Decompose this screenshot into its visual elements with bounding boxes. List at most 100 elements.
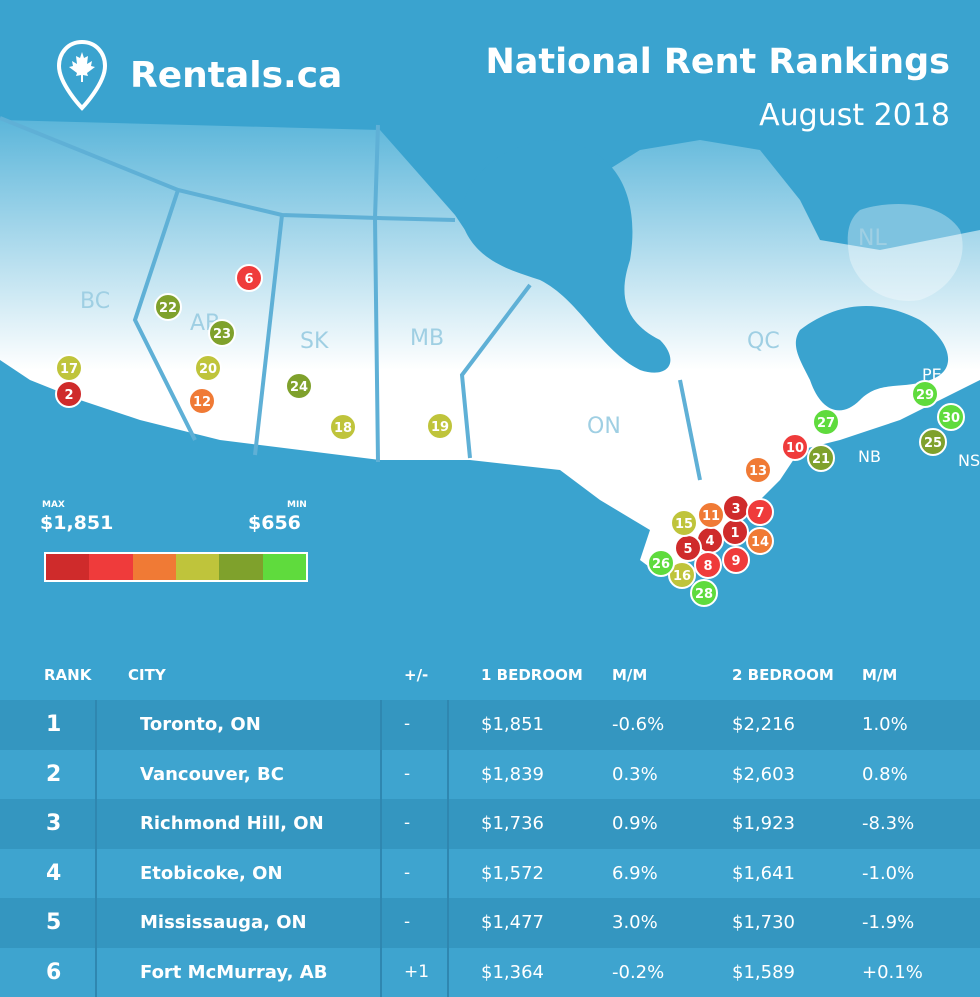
row-divider (380, 849, 382, 899)
marker-label: 16 (673, 569, 691, 584)
city-marker[interactable]: 9 (723, 547, 749, 573)
marker-label: 20 (199, 362, 217, 377)
city-marker[interactable]: 29 (912, 381, 938, 407)
city-marker[interactable]: 20 (195, 355, 221, 381)
city-marker[interactable]: 23 (209, 320, 235, 346)
rank-cell: 3 (46, 811, 61, 836)
marker-label: 26 (652, 557, 670, 572)
city-marker[interactable]: 13 (745, 457, 771, 483)
province-label: NS (958, 451, 980, 470)
canada-map: BC AB SK MB ON QC NL PE NB NS 1 2 3 4 5 … (0, 0, 980, 640)
city-marker[interactable]: 24 (286, 373, 312, 399)
city-marker[interactable]: 25 (920, 429, 946, 455)
marker-label: 6 (244, 272, 253, 287)
city-marker[interactable]: 8 (695, 552, 721, 578)
two-bedroom-cell: $2,216 (732, 714, 795, 735)
row-divider (447, 700, 449, 750)
row-divider (95, 750, 97, 800)
city-cell: Vancouver, BC (140, 764, 284, 785)
scale-swatch (89, 554, 132, 580)
city-marker[interactable]: 21 (808, 445, 834, 471)
row-divider (380, 750, 382, 800)
one-bedroom-cell: $1,839 (481, 764, 544, 785)
city-cell: Toronto, ON (140, 714, 261, 735)
page-subtitle: August 2018 (759, 98, 950, 133)
one-bedroom-cell: $1,736 (481, 813, 544, 834)
brand-name: Rentals.ca (130, 55, 342, 96)
two-bedroom-cell: $2,603 (732, 764, 795, 785)
city-marker[interactable]: 14 (747, 528, 773, 554)
marker-label: 11 (702, 509, 720, 524)
scale-swatch (176, 554, 219, 580)
city-marker[interactable]: 3 (723, 495, 749, 521)
city-marker[interactable]: 12 (189, 388, 215, 414)
city-marker[interactable]: 27 (813, 409, 839, 435)
province-label: SK (300, 329, 329, 354)
color-scale (44, 552, 308, 582)
marker-label: 1 (730, 526, 739, 541)
mm-1-cell: 3.0% (612, 912, 658, 933)
header-mm-1: M/M (612, 666, 647, 684)
province-label: QC (747, 329, 780, 354)
row-divider (447, 750, 449, 800)
city-cell: Mississauga, ON (140, 912, 307, 933)
mm-2-cell: 0.8% (862, 764, 908, 785)
row-divider (447, 849, 449, 899)
marker-label: 22 (159, 301, 177, 316)
legend-min-label: MIN (287, 500, 307, 510)
row-divider (95, 799, 97, 849)
city-marker[interactable]: 2 (56, 381, 82, 407)
one-bedroom-cell: $1,477 (481, 912, 544, 933)
marker-label: 27 (817, 416, 835, 431)
city-marker[interactable]: 26 (648, 550, 674, 576)
marker-label: 19 (431, 420, 449, 435)
row-divider (95, 849, 97, 899)
marker-label: 13 (749, 464, 767, 479)
mm-1-cell: -0.6% (612, 714, 664, 735)
location-pin-icon (56, 40, 108, 112)
city-cell: Etobicoke, ON (140, 863, 283, 884)
city-marker[interactable]: 22 (155, 294, 181, 320)
marker-label: 8 (703, 559, 712, 574)
header-1-bedroom: 1 BEDROOM (481, 666, 583, 684)
change-cell: +1 (404, 962, 429, 982)
marker-label: 28 (695, 587, 713, 602)
one-bedroom-cell: $1,572 (481, 863, 544, 884)
row-divider (95, 700, 97, 750)
city-marker[interactable]: 19 (427, 413, 453, 439)
city-marker[interactable]: 18 (330, 414, 356, 440)
city-marker[interactable]: 10 (782, 434, 808, 460)
legend-max-label: MAX (42, 500, 65, 510)
mm-2-cell: -1.9% (862, 912, 914, 933)
marker-label: 3 (731, 502, 740, 517)
row-divider (95, 898, 97, 948)
marker-label: 5 (683, 542, 692, 557)
marker-label: 10 (786, 441, 804, 456)
city-marker[interactable]: 15 (671, 510, 697, 536)
two-bedroom-cell: $1,923 (732, 813, 795, 834)
city-marker[interactable]: 11 (698, 502, 724, 528)
mm-1-cell: 0.9% (612, 813, 658, 834)
row-divider (380, 799, 382, 849)
city-marker[interactable]: 1 (722, 519, 748, 545)
city-marker[interactable]: 30 (938, 404, 964, 430)
city-marker[interactable]: 28 (691, 580, 717, 606)
marker-label: 23 (213, 327, 231, 342)
province-label: ON (587, 414, 621, 439)
row-divider (380, 898, 382, 948)
city-marker[interactable]: 7 (747, 499, 773, 525)
marker-label: 9 (731, 554, 740, 569)
marker-label: 12 (193, 395, 211, 410)
city-marker[interactable]: 17 (56, 355, 82, 381)
change-cell: - (404, 863, 410, 883)
page-title: National Rent Rankings (486, 42, 951, 82)
row-divider (447, 799, 449, 849)
city-marker[interactable]: 6 (236, 265, 262, 291)
scale-swatch (263, 554, 306, 580)
scale-swatch (133, 554, 176, 580)
province-label: MB (410, 326, 444, 351)
